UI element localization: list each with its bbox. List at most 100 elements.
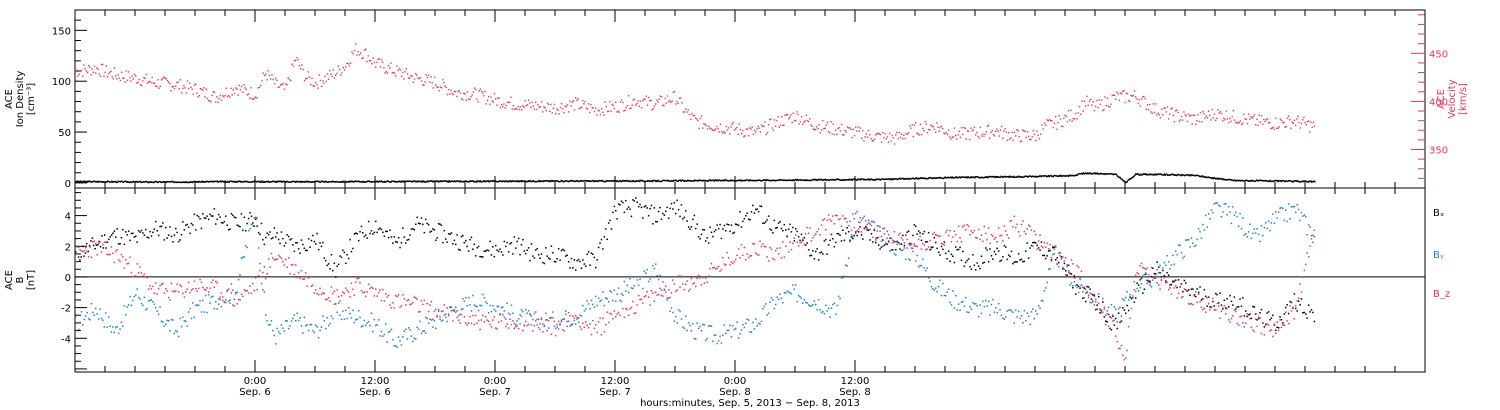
velocity-series-point [862,130,864,132]
by-series-point [656,275,658,277]
velocity-series-point [1246,123,1249,125]
by-series-point [623,280,626,283]
velocity-series-point [365,48,367,50]
by-series-point [536,324,538,326]
velocity-series-point [404,71,406,73]
by-series-point [105,312,107,314]
by-series-point [723,324,726,326]
bx-series-point [1070,273,1073,275]
bx-series-point [1256,319,1258,321]
velocity-series-point [745,128,747,130]
bx-series-point [1310,309,1313,311]
velocity-series-point [560,103,563,105]
velocity-series-point [1179,119,1182,121]
top-right-tick-label: 350 [1429,146,1448,157]
bx-series-point [1103,316,1106,318]
density-series-point [453,180,455,182]
x-tick-date-label: Sep. 7 [479,387,511,398]
bx-series-point [143,234,146,236]
by-series-point [1085,292,1087,294]
by-series-point [579,314,581,316]
by-series-point [733,328,736,331]
velocity-series-point [348,65,351,67]
density-series-point [1148,173,1150,176]
density-series-point [283,181,286,183]
density-series-point [401,181,403,183]
density-series-point [687,179,690,182]
bz-series-point [242,295,244,298]
density-series-point [1223,178,1226,181]
velocity-series-point [825,124,827,126]
density-series-point [531,181,533,183]
by-series-point [406,338,408,340]
density-series-point [672,180,674,183]
bx-series-point [405,242,407,244]
velocity-series-point [100,63,103,66]
by-series-point [505,318,507,320]
density-series-point [1054,175,1056,177]
density-series-point [79,180,82,182]
density-series-point [1202,176,1204,178]
bx-series-point [369,232,371,235]
by-series-point [885,243,887,246]
bx-series-point [399,246,401,249]
density-series-point [556,180,558,182]
bz-series-point [466,324,468,326]
by-series-point [1015,309,1017,312]
bx-series-point [109,236,111,238]
density-series-point [1075,174,1077,176]
velocity-series-point [700,115,703,117]
velocity-series-point [1307,120,1310,122]
velocity-series-point [439,86,442,88]
by-series-point [1155,277,1157,279]
by-series-point [743,326,746,329]
density-series-point [889,178,891,181]
velocity-series-point [1011,131,1013,134]
bz-series-point [273,259,276,261]
by-series-point [940,294,943,297]
density-series-point [1068,174,1070,177]
bx-series-point [225,215,227,217]
bx-series-point [635,197,637,199]
density-series-point [795,178,797,181]
velocity-series-point [298,64,301,67]
density-series-point [905,178,907,180]
density-series-point [471,180,474,182]
by-series-point [1310,238,1313,240]
bx-series-point [950,253,953,256]
bz-series-point [257,275,260,277]
velocity-series-point [375,66,377,68]
x-tick-date-label: Sep. 6 [359,387,391,398]
density-series-point [234,181,236,183]
density-series-point [571,180,573,182]
velocity-series-point [623,110,625,112]
density-series-point [600,180,602,182]
by-series-point [385,323,387,325]
velocity-series-point [175,85,177,87]
velocity-series-point [118,77,120,79]
bx-series-point [795,228,797,230]
velocity-series-point [713,129,716,132]
density-series-point [1169,174,1171,176]
density-series-point [963,176,966,179]
density-series-point [742,180,744,182]
density-series-point [824,178,826,181]
bottom-left-axis-title-line: B [15,276,26,283]
velocity-series-point [924,120,926,123]
velocity-series-point [785,114,787,116]
bz-series-point [550,333,553,336]
velocity-series-point [83,64,85,66]
density-series-point [479,180,482,182]
density-series-point [392,180,394,182]
bx-series-point [189,232,191,235]
by-series-point [1210,209,1213,211]
bz-series-point [507,327,510,329]
density-series-point [1239,180,1242,182]
density-series-point [427,181,430,183]
bx-series-point [695,227,697,230]
velocity-series-point [352,53,354,55]
velocity-series-point [443,81,445,84]
bx-series-point [1226,298,1228,300]
velocity-series-point [301,64,303,66]
density-series-point [882,178,884,180]
